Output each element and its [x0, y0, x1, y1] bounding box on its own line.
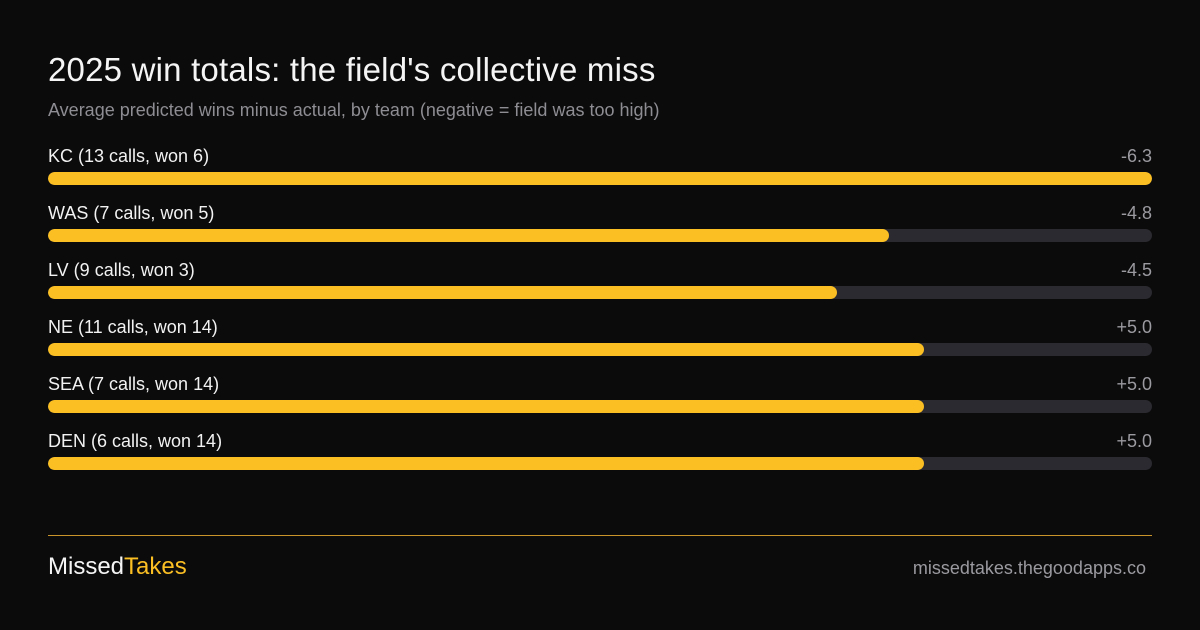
bar	[48, 457, 925, 470]
bar	[48, 229, 890, 242]
bar-row: SEA (7 calls, won 14) +5.0	[48, 372, 1152, 429]
bar-track	[48, 286, 1152, 299]
site-url: missedtakes.thegoodapps.co	[912, 558, 1146, 578]
bar-chart: KC (13 calls, won 6) -6.3 WAS (7 calls, wo…	[48, 144, 1152, 486]
chart-title: 2025 win totals: the field's collective …	[48, 51, 656, 88]
bar-label: NE (11 calls, won 14)	[48, 317, 218, 337]
bar-value-label: +5.0	[1116, 374, 1152, 394]
bar-track	[48, 457, 1152, 470]
bar-value-label: -6.3	[1120, 146, 1152, 166]
bar-track	[48, 343, 1152, 356]
bar-value-label: +5.0	[1116, 431, 1152, 451]
bar-value-label: -4.8	[1120, 203, 1152, 223]
chart-subtitle: Average predicted wins minus actual, by …	[48, 100, 660, 120]
bar	[48, 172, 1152, 185]
bar	[48, 400, 925, 413]
brand-logo: MissedTakes	[48, 552, 187, 582]
bar-track	[48, 229, 1152, 242]
bar	[48, 343, 925, 356]
bar-label: SEA (7 calls, won 14)	[48, 374, 220, 394]
bar-label: WAS (7 calls, won 5)	[48, 203, 215, 223]
bar-label: KC (13 calls, won 6)	[48, 146, 210, 166]
bar-row: LV (9 calls, won 3) -4.5	[48, 258, 1152, 315]
bar-value-label: -4.5	[1120, 260, 1152, 280]
bar-label: LV (9 calls, won 3)	[48, 260, 195, 280]
bar-row: NE (11 calls, won 14) +5.0	[48, 315, 1152, 372]
bar-track	[48, 172, 1152, 185]
brand-accent: Takes	[124, 553, 187, 580]
bar-row: WAS (7 calls, won 5) -4.8	[48, 201, 1152, 258]
bar-row: KC (13 calls, won 6) -6.3	[48, 144, 1152, 201]
bar-track	[48, 400, 1152, 413]
bar	[48, 286, 837, 299]
footer-divider	[48, 535, 1152, 536]
bar-label: DEN (6 calls, won 14)	[48, 431, 223, 451]
brand-primary: Missed	[48, 553, 125, 580]
bar-value-label: +5.0	[1116, 317, 1152, 337]
bar-row: DEN (6 calls, won 14) +5.0	[48, 429, 1152, 486]
